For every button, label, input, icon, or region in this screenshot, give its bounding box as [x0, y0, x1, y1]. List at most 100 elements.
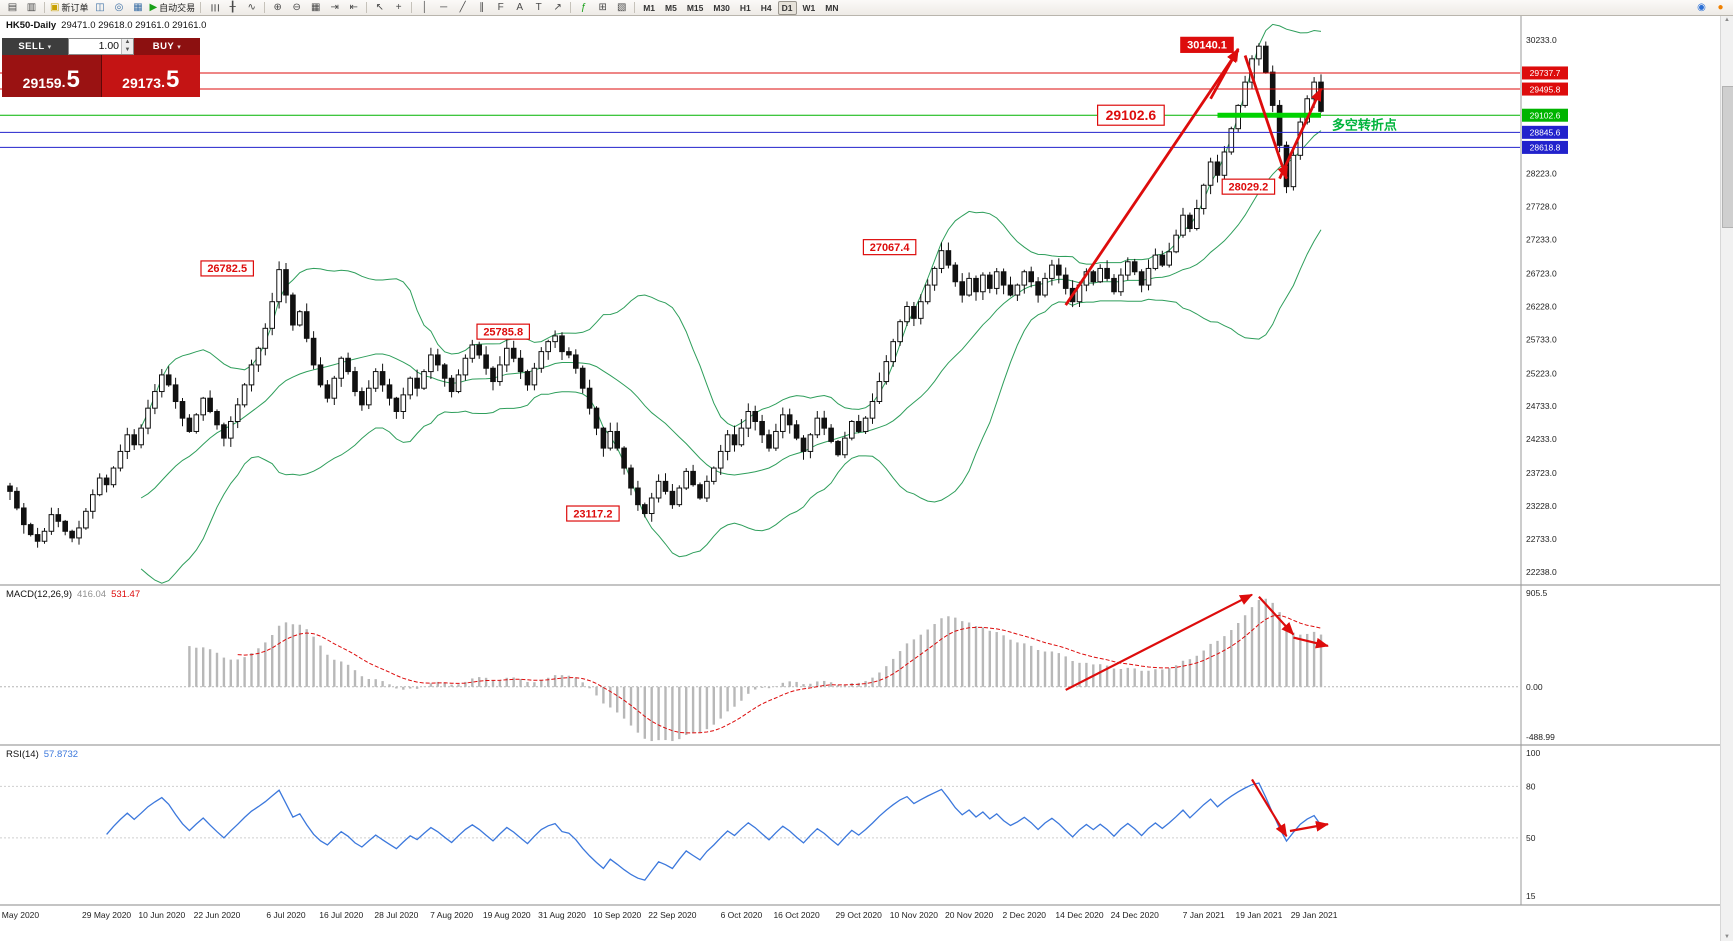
- timeframe-h1[interactable]: H1: [739, 2, 751, 13]
- buy-price-frac: 5: [165, 66, 180, 93]
- rsi-line: [106, 782, 1322, 881]
- fibonacci-icon[interactable]: F: [497, 1, 504, 13]
- timeframe-m30[interactable]: M30: [713, 2, 730, 13]
- sell-button[interactable]: SELL ▾: [2, 38, 68, 55]
- svg-text:26723.0: 26723.0: [1526, 269, 1557, 279]
- zoom-in-icon[interactable]: ⊕: [273, 1, 282, 13]
- rsi-axis-label: 100: [1526, 748, 1540, 758]
- svg-text:25223.0: 25223.0: [1526, 368, 1557, 378]
- indicator-windows-icon[interactable]: ⊞: [598, 1, 607, 13]
- horizontal-line-icon[interactable]: ─: [440, 1, 448, 13]
- svg-text:26782.5: 26782.5: [207, 263, 247, 275]
- price-callout[interactable]: 27067.4: [862, 239, 917, 256]
- svg-text:10 Jun 2020: 10 Jun 2020: [138, 910, 185, 920]
- macd-histogram: [188, 598, 1323, 742]
- main-toolbar: ▤ ▥ ▣ 新订单 ◫ ◎ ▦ ▶ 自动交易 ☰ ╂ ∿ ⊕ ⊖ ▦ ⇥ ⇤ ↖ + │ ─ ╱ ∥ F A T ↗ ƒ ⊞ ▧ M1 M5 M…: [0, 0, 1733, 16]
- profile-icon[interactable]: ▥: [26, 1, 37, 13]
- svg-text:24 Dec 2020: 24 Dec 2020: [1111, 910, 1159, 920]
- buy-price-button[interactable]: 29173. 5: [101, 55, 200, 97]
- svg-text:24233.0: 24233.0: [1526, 434, 1557, 444]
- price-callout[interactable]: 26782.5: [200, 260, 255, 277]
- toolbar-separator: [570, 2, 572, 13]
- indicators-icon[interactable]: ƒ: [580, 1, 587, 13]
- sell-dropdown-icon[interactable]: ▾: [47, 43, 52, 51]
- sell-price-main: 29159: [22, 75, 62, 91]
- templates-icon[interactable]: ▧: [616, 1, 627, 13]
- market-watch-icon[interactable]: ◫: [95, 1, 105, 13]
- sell-price-button[interactable]: 29159. 5: [2, 55, 102, 97]
- timeframe-m5[interactable]: M5: [665, 2, 677, 13]
- buy-button[interactable]: BUY ▾: [134, 38, 200, 55]
- macd-axis-label: 905.5: [1526, 588, 1548, 598]
- svg-text:7 Aug 2020: 7 Aug 2020: [430, 910, 473, 920]
- line-chart-icon[interactable]: ∿: [247, 1, 256, 13]
- timeframe-m1[interactable]: M1: [643, 2, 655, 13]
- notifications-icon[interactable]: ●: [1717, 1, 1724, 13]
- auto-scroll-icon[interactable]: ⇥: [330, 1, 339, 13]
- label-icon[interactable]: T: [535, 1, 542, 13]
- chart-shift-icon[interactable]: ⇤: [349, 1, 358, 13]
- volume-down-button[interactable]: ▼: [122, 46, 133, 54]
- svg-text:23228.0: 23228.0: [1526, 501, 1557, 511]
- rsi-arrows[interactable]: [1251, 778, 1329, 838]
- community-icon[interactable]: ◉: [1697, 1, 1706, 13]
- buy-dropdown-icon[interactable]: ▾: [177, 43, 182, 51]
- timeframe-mn[interactable]: MN: [825, 2, 839, 13]
- auto-trading-button[interactable]: ▶ 自动交易: [149, 1, 196, 14]
- timeframe-d1[interactable]: D1: [777, 0, 797, 15]
- svg-text:27233.0: 27233.0: [1526, 235, 1557, 245]
- arrows-tool-icon[interactable]: ↗: [553, 1, 562, 13]
- text-icon[interactable]: A: [516, 1, 524, 13]
- svg-text:19 Aug 2020: 19 Aug 2020: [483, 910, 531, 920]
- navigator-icon[interactable]: ◎: [114, 1, 124, 13]
- price-callout[interactable]: 28029.2: [1221, 178, 1276, 195]
- volume-up-button[interactable]: ▲: [122, 39, 133, 47]
- svg-text:19 Jan 2021: 19 Jan 2021: [1236, 910, 1283, 920]
- svg-text:26228.0: 26228.0: [1526, 301, 1557, 311]
- svg-text:23117.2: 23117.2: [573, 508, 612, 520]
- candles-layer: [7, 41, 1324, 548]
- channel-icon[interactable]: ∥: [479, 1, 485, 13]
- timeframe-w1[interactable]: W1: [802, 2, 816, 13]
- svg-text:22733.0: 22733.0: [1526, 534, 1557, 544]
- trend-arrows[interactable]: [1064, 47, 1323, 306]
- candlestick-chart-icon[interactable]: ╂: [229, 1, 236, 13]
- trendline-icon[interactable]: ╱: [459, 1, 466, 13]
- svg-text:22 Jun 2020: 22 Jun 2020: [194, 910, 241, 920]
- scroll-down-icon[interactable]: ▼: [1724, 934, 1730, 940]
- svg-text:23723.0: 23723.0: [1526, 468, 1557, 478]
- svg-text:6 Jul 2020: 6 Jul 2020: [266, 910, 305, 920]
- rsi-label: RSI(14) 57.8732: [6, 749, 78, 760]
- price-callout[interactable]: 29102.6: [1096, 104, 1165, 126]
- rsi-axis-label: 15: [1526, 891, 1536, 901]
- vertical-line-icon[interactable]: │: [421, 1, 428, 13]
- turning-point-note[interactable]: 多空转折点: [1332, 117, 1397, 132]
- new-order-button[interactable]: ▣ 新订单: [50, 1, 89, 14]
- macd-arrows[interactable]: [1065, 593, 1329, 691]
- price-callout[interactable]: 30140.1: [1180, 36, 1234, 53]
- svg-text:10 Nov 2020: 10 Nov 2020: [890, 910, 938, 920]
- timeframe-m15[interactable]: M15: [686, 2, 704, 13]
- timeframe-h4[interactable]: H4: [760, 2, 772, 13]
- chart-window-icon[interactable]: ▤: [7, 1, 18, 13]
- scroll-up-icon[interactable]: ▲: [1724, 17, 1730, 23]
- svg-text:24733.0: 24733.0: [1526, 401, 1557, 411]
- scrollbar-thumb[interactable]: [1722, 86, 1733, 228]
- price-callout[interactable]: 25785.8: [476, 323, 531, 340]
- price-tag: 29495.8: [1522, 82, 1568, 96]
- crosshair-icon[interactable]: +: [395, 1, 402, 13]
- svg-text:22238.0: 22238.0: [1526, 567, 1557, 577]
- terminal-icon[interactable]: ▦: [133, 1, 143, 13]
- zoom-out-icon[interactable]: ⊖: [292, 1, 301, 13]
- bar-chart-icon[interactable]: ☰: [208, 3, 220, 12]
- tile-windows-icon[interactable]: ▦: [310, 1, 321, 13]
- price-callout[interactable]: 23117.2: [566, 505, 620, 522]
- macd-label: MACD(12,26,9) 416.04 531.47: [6, 589, 140, 600]
- horizontal-lines[interactable]: [0, 72, 1520, 148]
- cursor-icon[interactable]: ↖: [375, 1, 384, 13]
- volume-input[interactable]: 1.00 ▲ ▼: [68, 38, 134, 55]
- vertical-scrollbar[interactable]: ▲ ▼: [1720, 16, 1733, 941]
- toolbar-separator: [411, 2, 413, 13]
- buy-price-main: 29173: [122, 75, 162, 91]
